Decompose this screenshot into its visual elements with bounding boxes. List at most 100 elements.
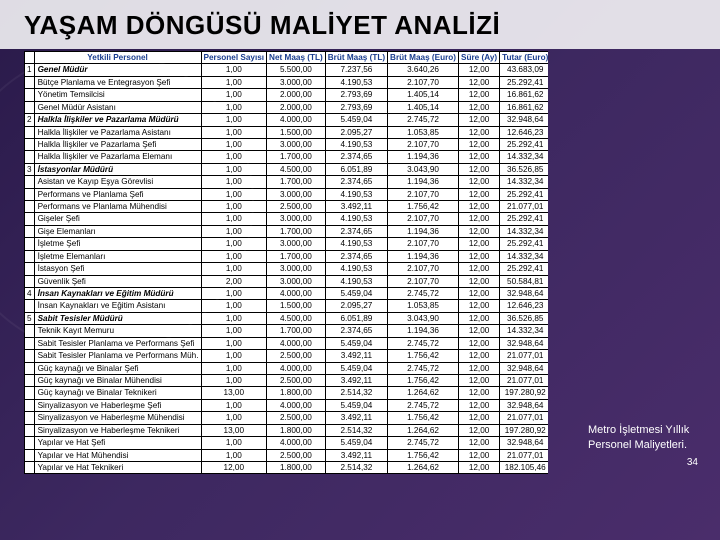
cell: 32.948,64 [500, 114, 548, 126]
table-row: Genel Müdür Asistanı1,002.000,002.793,69… [25, 101, 549, 113]
cell: 4.190,53 [325, 275, 387, 287]
cell: 1,00 [201, 76, 267, 88]
cost-table: Yetkili PersonelPersonel SayısıNet Maaş … [24, 51, 548, 474]
cell: 1,00 [201, 138, 267, 150]
cell: 1.756,42 [388, 201, 459, 213]
cell: 1,00 [201, 325, 267, 337]
cell: 4.190,53 [325, 263, 387, 275]
cell: 1.700,00 [267, 176, 326, 188]
cell: 2.745,72 [388, 288, 459, 300]
cell: 1.053,85 [388, 126, 459, 138]
cell: 4.190,53 [325, 188, 387, 200]
col-header: Süre (Ay) [459, 52, 500, 64]
cell: 1.194,36 [388, 151, 459, 163]
row-name: Sabit Tesisler Planlama ve Performans Şe… [34, 337, 201, 349]
cell: 1,00 [201, 114, 267, 126]
cell: 1,00 [201, 300, 267, 312]
cell: 3.000,00 [267, 76, 326, 88]
cell: 2.107,70 [388, 76, 459, 88]
cell: 1.264,62 [388, 424, 459, 436]
cell: 5.459,04 [325, 288, 387, 300]
cell: 1,00 [201, 350, 267, 362]
cell: 3.000,00 [267, 188, 326, 200]
cell: 25.292,41 [500, 213, 548, 225]
cell: 12,00 [459, 362, 500, 374]
row-name: Sinyalizasyon ve Haberleşme Mühendisi [34, 412, 201, 424]
cell: 3.000,00 [267, 263, 326, 275]
cell: 43.683,09 [500, 64, 548, 76]
row-index [25, 362, 35, 374]
table-row: 1Genel Müdür1,005.500,007.237,563.640,26… [25, 64, 549, 76]
table-row: Sinyalizasyon ve Haberleşme Mühendisi1,0… [25, 412, 549, 424]
cell: 4.500,00 [267, 163, 326, 175]
cell: 12,00 [459, 188, 500, 200]
row-name: Güç kaynağı ve Binalar Teknikeri [34, 387, 201, 399]
cell: 2.374,65 [325, 225, 387, 237]
row-index [25, 437, 35, 449]
cell: 25.292,41 [500, 188, 548, 200]
col-header: Personel Sayısı [201, 52, 267, 64]
row-name: Gişe Elemanları [34, 225, 201, 237]
cell: 2.500,00 [267, 412, 326, 424]
cell: 6.051,89 [325, 163, 387, 175]
row-index [25, 101, 35, 113]
row-index [25, 76, 35, 88]
cell: 1.405,14 [388, 89, 459, 101]
cell: 2.107,70 [388, 263, 459, 275]
cell: 1.700,00 [267, 151, 326, 163]
page-title: YAŞAM DÖNGÜSÜ MALİYET ANALİZİ [0, 0, 720, 49]
cell: 2.107,70 [388, 238, 459, 250]
table-row: İnsan Kaynakları ve Eğitim Asistanı1,00 1… [25, 300, 549, 312]
cell: 2.514,32 [325, 461, 387, 473]
cell: 12.646,23 [500, 300, 548, 312]
table-row: İstasyon Şefi1,003.000,004.190,532.107,7… [25, 263, 549, 275]
cell: 2.500,00 [267, 201, 326, 213]
cell: 3.000,00 [267, 275, 326, 287]
cell: 21.077,01 [500, 449, 548, 461]
cell: 2.500,00 [267, 374, 326, 386]
row-name: Bütçe Planlama ve Entegrasyon Şefi [34, 76, 201, 88]
table-row: Güç kaynağı ve Binalar Mühendisi1,002.50… [25, 374, 549, 386]
row-index [25, 387, 35, 399]
row-index [25, 412, 35, 424]
cell: 197.280,92 [500, 387, 548, 399]
cell: 13,00 [201, 387, 267, 399]
cell: 1.053,85 [388, 300, 459, 312]
row-index [25, 238, 35, 250]
row-index [25, 250, 35, 262]
cell: 4.190,53 [325, 138, 387, 150]
row-name: Sinyalizasyon ve Haberleşme Şefi [34, 399, 201, 411]
table-row: Yapılar ve Hat Teknikeri12,001.800,002.5… [25, 461, 549, 473]
row-name: İnsan Kaynakları ve Eğitim Asistanı [34, 300, 201, 312]
cell: 12,00 [459, 312, 500, 324]
cell: 1,00 [201, 163, 267, 175]
cell: 1,00 [201, 238, 267, 250]
cell: 5.500,00 [267, 64, 326, 76]
cell: 12,00 [459, 238, 500, 250]
cell: 12,00 [459, 89, 500, 101]
cell: 2.107,70 [388, 188, 459, 200]
cell: 1,00 [201, 64, 267, 76]
row-name: Yapılar ve Hat Mühendisi [34, 449, 201, 461]
table-row: Gişeler Şefi1,003.000,004.190,532.107,70… [25, 213, 549, 225]
cell: 2.745,72 [388, 437, 459, 449]
cell: 14.332,34 [500, 325, 548, 337]
table-row: Güç kaynağı ve Binalar Şefi1,004.000,005… [25, 362, 549, 374]
cell: 1,00 [201, 225, 267, 237]
row-name: Halkla İlişkiler ve Pazarlama Elemanı [34, 151, 201, 163]
table-row: Bütçe Planlama ve Entegrasyon Şefi1,003.… [25, 76, 549, 88]
row-index [25, 151, 35, 163]
cell: 14.332,34 [500, 225, 548, 237]
cell: 1.800,00 [267, 387, 326, 399]
cell: 12,00 [459, 325, 500, 337]
row-index [25, 89, 35, 101]
cell: 4.500,00 [267, 312, 326, 324]
row-index: 3 [25, 163, 35, 175]
cell: 1.700,00 [267, 225, 326, 237]
cell: 12,00 [459, 250, 500, 262]
row-index [25, 424, 35, 436]
cell: 12,00 [459, 461, 500, 473]
cell: 2.095,27 [325, 126, 387, 138]
cell: 4.000,00 [267, 337, 326, 349]
cell: 3.000,00 [267, 213, 326, 225]
